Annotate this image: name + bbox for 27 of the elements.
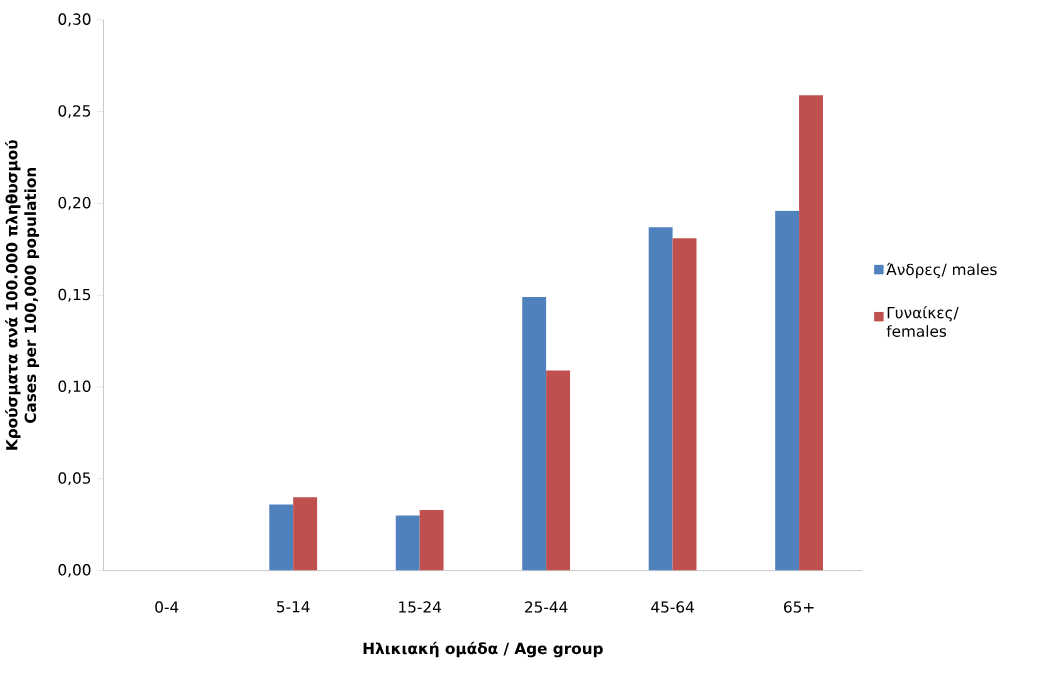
x-tick-label: 25-44	[525, 601, 568, 613]
x-tick-label: 0-4	[155, 601, 179, 613]
bar	[269, 504, 294, 571]
bar	[522, 297, 547, 571]
bar	[799, 95, 823, 571]
x-tick-label: 45-64	[651, 601, 694, 613]
bar	[419, 509, 444, 571]
x-axis-title: Ηλικιακή ομάδα / Age group	[363, 641, 603, 658]
bar	[546, 370, 571, 571]
x-tick-label: 15-24	[399, 601, 441, 613]
bar	[648, 227, 673, 571]
bar	[672, 238, 697, 571]
bar	[293, 497, 318, 571]
y-tick-label: 0,20	[58, 196, 91, 210]
y-tick-label: 0,15	[58, 288, 91, 302]
bar	[775, 210, 800, 571]
legend-label: Γυναίκες/ females	[886, 305, 959, 337]
legend-label: Άνδρες/ males	[886, 262, 997, 279]
y-tick-label: 0,05	[58, 472, 91, 486]
y-tick-label: 0,00	[58, 563, 91, 578]
x-tick-label: 5-14	[277, 601, 310, 613]
x-tick-label: 65+	[784, 601, 814, 613]
y-tick-label: 0,30	[58, 13, 91, 27]
y-tick-label: 0,10	[58, 380, 91, 394]
y-axis-title: Κρούσματα ανά 100.000 πληθυσμού Cases per 100,000 population	[5, 140, 40, 450]
bar	[395, 515, 420, 571]
y-tick-label: 0,25	[58, 105, 91, 119]
